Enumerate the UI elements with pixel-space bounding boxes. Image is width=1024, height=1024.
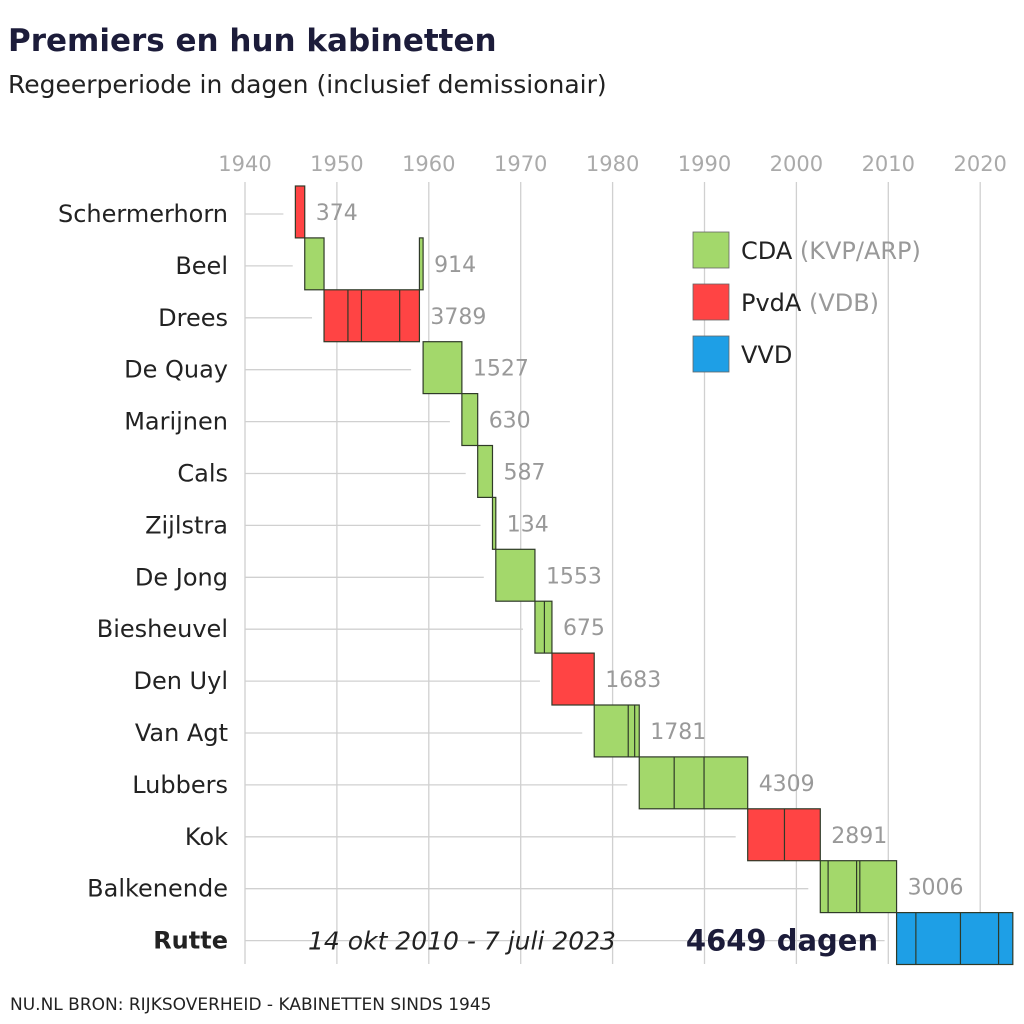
legend-party: CDA — [741, 237, 793, 265]
cabinet-bar — [895, 911, 1014, 966]
x-tick-label: 1990 — [678, 152, 731, 176]
premier-row: Zijlstra 134 — [145, 496, 549, 550]
footer-source: NU.NL BRON: RIJKSOVERHEID - KABINETTEN S… — [10, 995, 492, 1015]
premier-row: De Jong 1553 — [135, 548, 602, 602]
premier-row: Drees 3789 — [158, 289, 486, 343]
cabinet-bar — [304, 237, 325, 291]
premier-row: Beel 914 — [175, 237, 476, 291]
premier-row: Kok 2891 — [185, 808, 887, 862]
chart-subtitle: Regeerperiode in dagen (inclusief demiss… — [8, 70, 607, 99]
chart-title: Premiers en hun kabinetten — [8, 23, 497, 59]
premier-name: De Quay — [124, 356, 228, 384]
premier-row: Marijnen 630 — [124, 393, 531, 447]
cabinet-bar — [593, 704, 640, 758]
legend-label: CDA (KVP/ARP) — [741, 237, 921, 265]
premier-name: Den Uyl — [133, 667, 228, 695]
premier-name: Zijlstra — [145, 511, 228, 539]
premier-name: Schermerhorn — [58, 200, 228, 228]
legend-swatch — [692, 231, 730, 269]
days-value: 587 — [503, 461, 545, 486]
cabinet-bar — [534, 600, 553, 654]
legend-party: VVD — [741, 341, 792, 369]
days-value: 675 — [563, 616, 605, 641]
cabinet-bar — [418, 237, 424, 291]
x-tick-label: 2010 — [862, 152, 915, 176]
cabinet-bar — [638, 756, 749, 810]
premier-row: De Quay 1527 — [124, 341, 529, 395]
legend-party: PvdA — [741, 289, 802, 317]
days-value: 374 — [316, 201, 358, 226]
x-tick-label: 2020 — [953, 152, 1006, 176]
premier-row: Biesheuvel 675 — [97, 600, 605, 654]
days-value: 1527 — [473, 357, 529, 382]
x-tick-label: 2000 — [770, 152, 823, 176]
cabinet-bar — [491, 496, 497, 550]
premier-row: Den Uyl 1683 — [133, 652, 661, 706]
legend-sub: (KVP/ARP) — [792, 237, 921, 265]
premier-name: Balkenende — [87, 875, 228, 903]
legend: CDA (KVP/ARP) PvdA (VDB) VVD — [692, 231, 921, 373]
premier-row: Rutte 14 okt 2010 - 7 juli 2023 4649 dagen — [153, 911, 1014, 966]
grid: 1940 1950 1960 1970 1980 1990 2000 2010 2020 — [218, 152, 1007, 964]
x-tick-label: 1970 — [494, 152, 547, 176]
premier-name: Rutte — [153, 927, 228, 955]
days-value: 134 — [507, 512, 549, 537]
premier-row: Schermerhorn 374 — [58, 185, 358, 239]
legend-sub: (VDB) — [801, 289, 879, 317]
days-value: 914 — [434, 253, 476, 278]
premier-name: Beel — [175, 252, 228, 280]
premier-name: Cals — [177, 460, 228, 488]
days-value: 4309 — [759, 772, 815, 797]
x-tick-label: 1980 — [586, 152, 639, 176]
days-label: 4649 dagen — [686, 924, 878, 958]
period-label: 14 okt 2010 - 7 juli 2023 — [308, 927, 616, 956]
cabinet-bar — [461, 393, 479, 447]
rows: Schermerhorn 374 Beel 914 Drees 3789 De Quay 15… — [58, 185, 1014, 966]
cabinet-bar — [422, 341, 463, 395]
premier-row: Balkenende 3006 — [87, 860, 964, 914]
premier-name: Drees — [158, 304, 228, 332]
legend-swatch — [692, 283, 730, 321]
cabinet-bar — [495, 548, 536, 602]
premier-row: Van Agt 1781 — [135, 704, 706, 758]
days-value: 2891 — [831, 824, 887, 849]
days-value: 1553 — [546, 564, 602, 589]
cabinet-bar — [477, 444, 494, 499]
x-tick-label: 1960 — [402, 152, 455, 176]
days-value: 1781 — [650, 720, 706, 745]
x-tick-label: 1940 — [218, 152, 271, 176]
days-value: 3006 — [908, 876, 964, 901]
legend-swatch — [692, 335, 730, 373]
premier-row: Cals 587 — [177, 444, 545, 499]
legend-label: VVD — [741, 341, 792, 369]
cabinet-bar — [551, 652, 595, 706]
x-tick-label: 1950 — [310, 152, 363, 176]
premier-row: Lubbers 4309 — [132, 756, 815, 810]
premier-name: Lubbers — [132, 771, 228, 799]
days-value: 1683 — [605, 668, 661, 693]
days-value: 630 — [489, 409, 531, 434]
premier-name: De Jong — [135, 563, 228, 591]
cabinet-bar — [294, 185, 306, 239]
premier-name: Kok — [185, 823, 228, 851]
cabinet-bar — [819, 860, 898, 914]
legend-label: PvdA (VDB) — [741, 289, 879, 317]
premier-name: Marijnen — [124, 408, 228, 436]
cabinet-bar — [323, 289, 421, 343]
premier-name: Van Agt — [135, 719, 228, 747]
premier-name: Biesheuvel — [97, 615, 228, 643]
days-value: 3789 — [430, 305, 486, 330]
